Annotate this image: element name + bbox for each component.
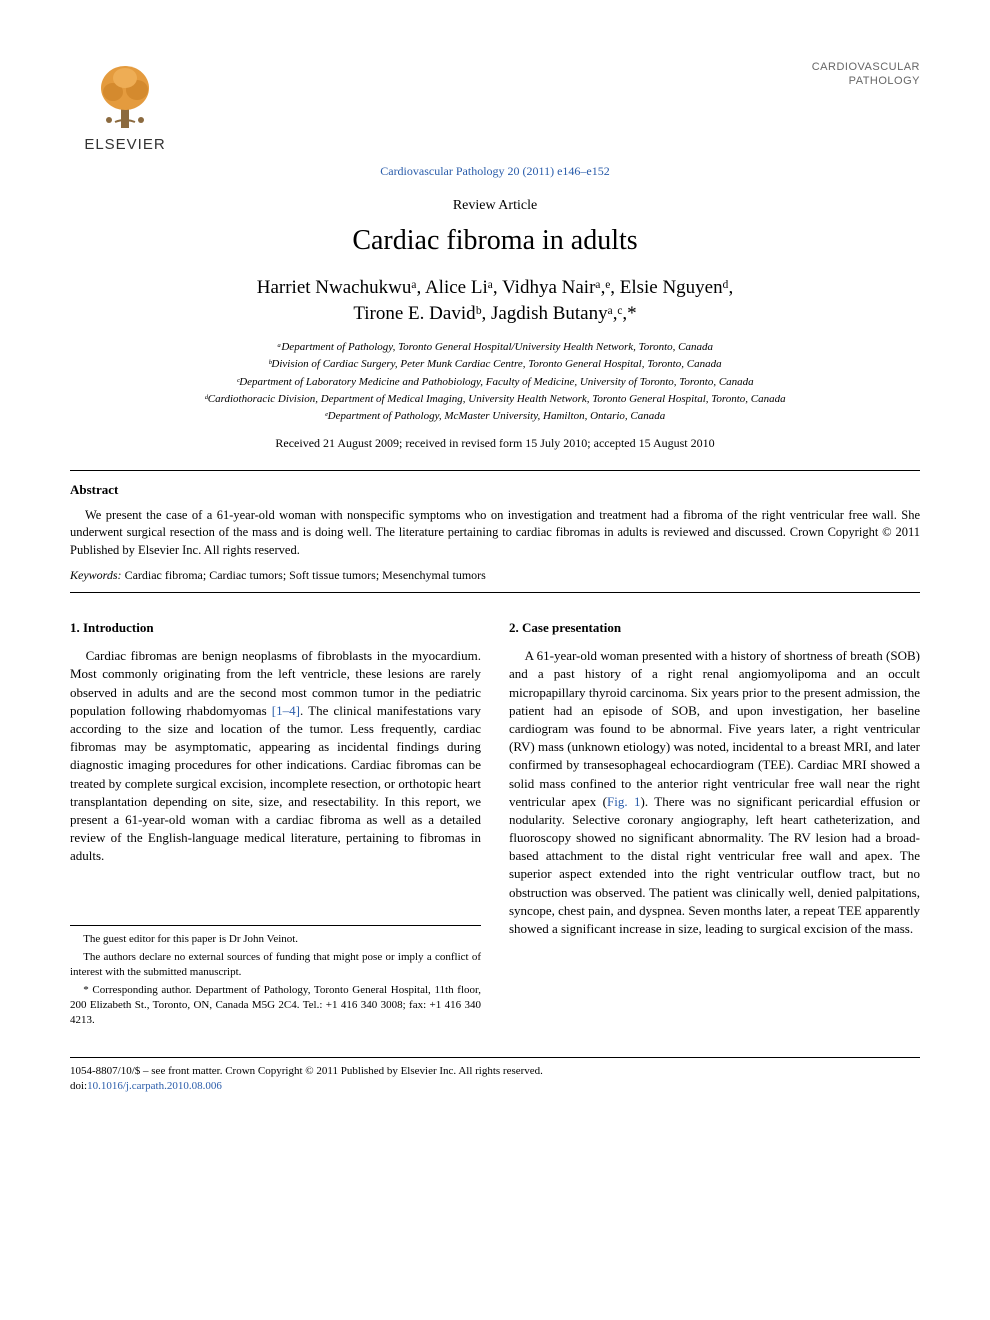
rule-bottom <box>70 592 920 593</box>
left-column: 1. Introduction Cardiac fibromas are ben… <box>70 619 481 1031</box>
keywords-text: Cardiac fibroma; Cardiac tumors; Soft ti… <box>122 568 486 582</box>
footer-copyright: 1054-8807/10/$ – see front matter. Crown… <box>70 1064 920 1079</box>
doi-link[interactable]: 10.1016/j.carpath.2010.08.006 <box>87 1080 222 1092</box>
publisher-logo: ELSEVIER <box>70 60 180 155</box>
journal-name-line1: CARDIOVASCULAR <box>812 60 920 74</box>
article-type: Review Article <box>70 196 920 216</box>
publisher-name: ELSEVIER <box>84 134 165 155</box>
keywords: Keywords: Cardiac fibroma; Cardiac tumor… <box>70 567 920 584</box>
footnote-corresponding: * Corresponding author. Department of Pa… <box>70 983 481 1029</box>
affiliations: ᵃDepartment of Pathology, Toronto Genera… <box>70 340 920 425</box>
article-dates: Received 21 August 2009; received in rev… <box>70 435 920 452</box>
footnote-guest-editor: The guest editor for this paper is Dr Jo… <box>70 932 481 947</box>
affiliation-e: ᵉDepartment of Pathology, McMaster Unive… <box>70 409 920 424</box>
case-text-after: ). There was no significant pericardial … <box>509 794 920 936</box>
intro-text-after: . The clinical manifestations vary accor… <box>70 703 481 864</box>
ref-link-1-4[interactable]: [1–4] <box>272 703 300 718</box>
body-columns: 1. Introduction Cardiac fibromas are ben… <box>70 619 920 1031</box>
journal-name-line2: PATHOLOGY <box>812 74 920 88</box>
case-paragraph: A 61-year-old woman presented with a his… <box>509 647 920 938</box>
intro-paragraph: Cardiac fibromas are benign neoplasms of… <box>70 647 481 865</box>
abstract-text: We present the case of a 61-year-old wom… <box>70 507 920 560</box>
affiliation-d: ᵈCardiothoracic Division, Department of … <box>70 392 920 407</box>
header-row: ELSEVIER CARDIOVASCULAR PATHOLOGY <box>70 60 920 155</box>
fig-link-1[interactable]: Fig. 1 <box>607 794 641 809</box>
right-column: 2. Case presentation A 61-year-old woman… <box>509 619 920 1031</box>
journal-name: CARDIOVASCULAR PATHOLOGY <box>812 60 920 89</box>
authors: Harriet Nwachukwuᵃ, Alice Liᵃ, Vidhya Na… <box>70 275 920 328</box>
authors-line2: Tirone E. Davidᵇ, Jagdish Butanyᵃ,ᶜ,* <box>70 301 920 328</box>
section-case-heading: 2. Case presentation <box>509 619 920 637</box>
footer: 1054-8807/10/$ – see front matter. Crown… <box>70 1057 920 1095</box>
authors-line1: Harriet Nwachukwuᵃ, Alice Liᵃ, Vidhya Na… <box>70 275 920 302</box>
rule-top <box>70 470 920 471</box>
keywords-label: Keywords: <box>70 568 122 582</box>
footnote-conflict: The authors declare no external sources … <box>70 950 481 981</box>
citation-line: Cardiovascular Pathology 20 (2011) e146–… <box>70 163 920 180</box>
elsevier-tree-icon <box>95 60 155 130</box>
affiliation-a: ᵃDepartment of Pathology, Toronto Genera… <box>70 340 920 355</box>
footer-doi: doi:10.1016/j.carpath.2010.08.006 <box>70 1079 920 1094</box>
footnotes: The guest editor for this paper is Dr Jo… <box>70 925 481 1028</box>
affiliation-c: ᶜDepartment of Laboratory Medicine and P… <box>70 375 920 390</box>
section-intro-heading: 1. Introduction <box>70 619 481 637</box>
abstract-label: Abstract <box>70 481 920 499</box>
doi-prefix: doi: <box>70 1080 87 1092</box>
affiliation-b: ᵇDivision of Cardiac Surgery, Peter Munk… <box>70 357 920 372</box>
article-title: Cardiac fibroma in adults <box>70 221 920 260</box>
case-text-before: A 61-year-old woman presented with a his… <box>509 648 920 809</box>
citation-link[interactable]: Cardiovascular Pathology 20 (2011) e146–… <box>380 164 610 178</box>
